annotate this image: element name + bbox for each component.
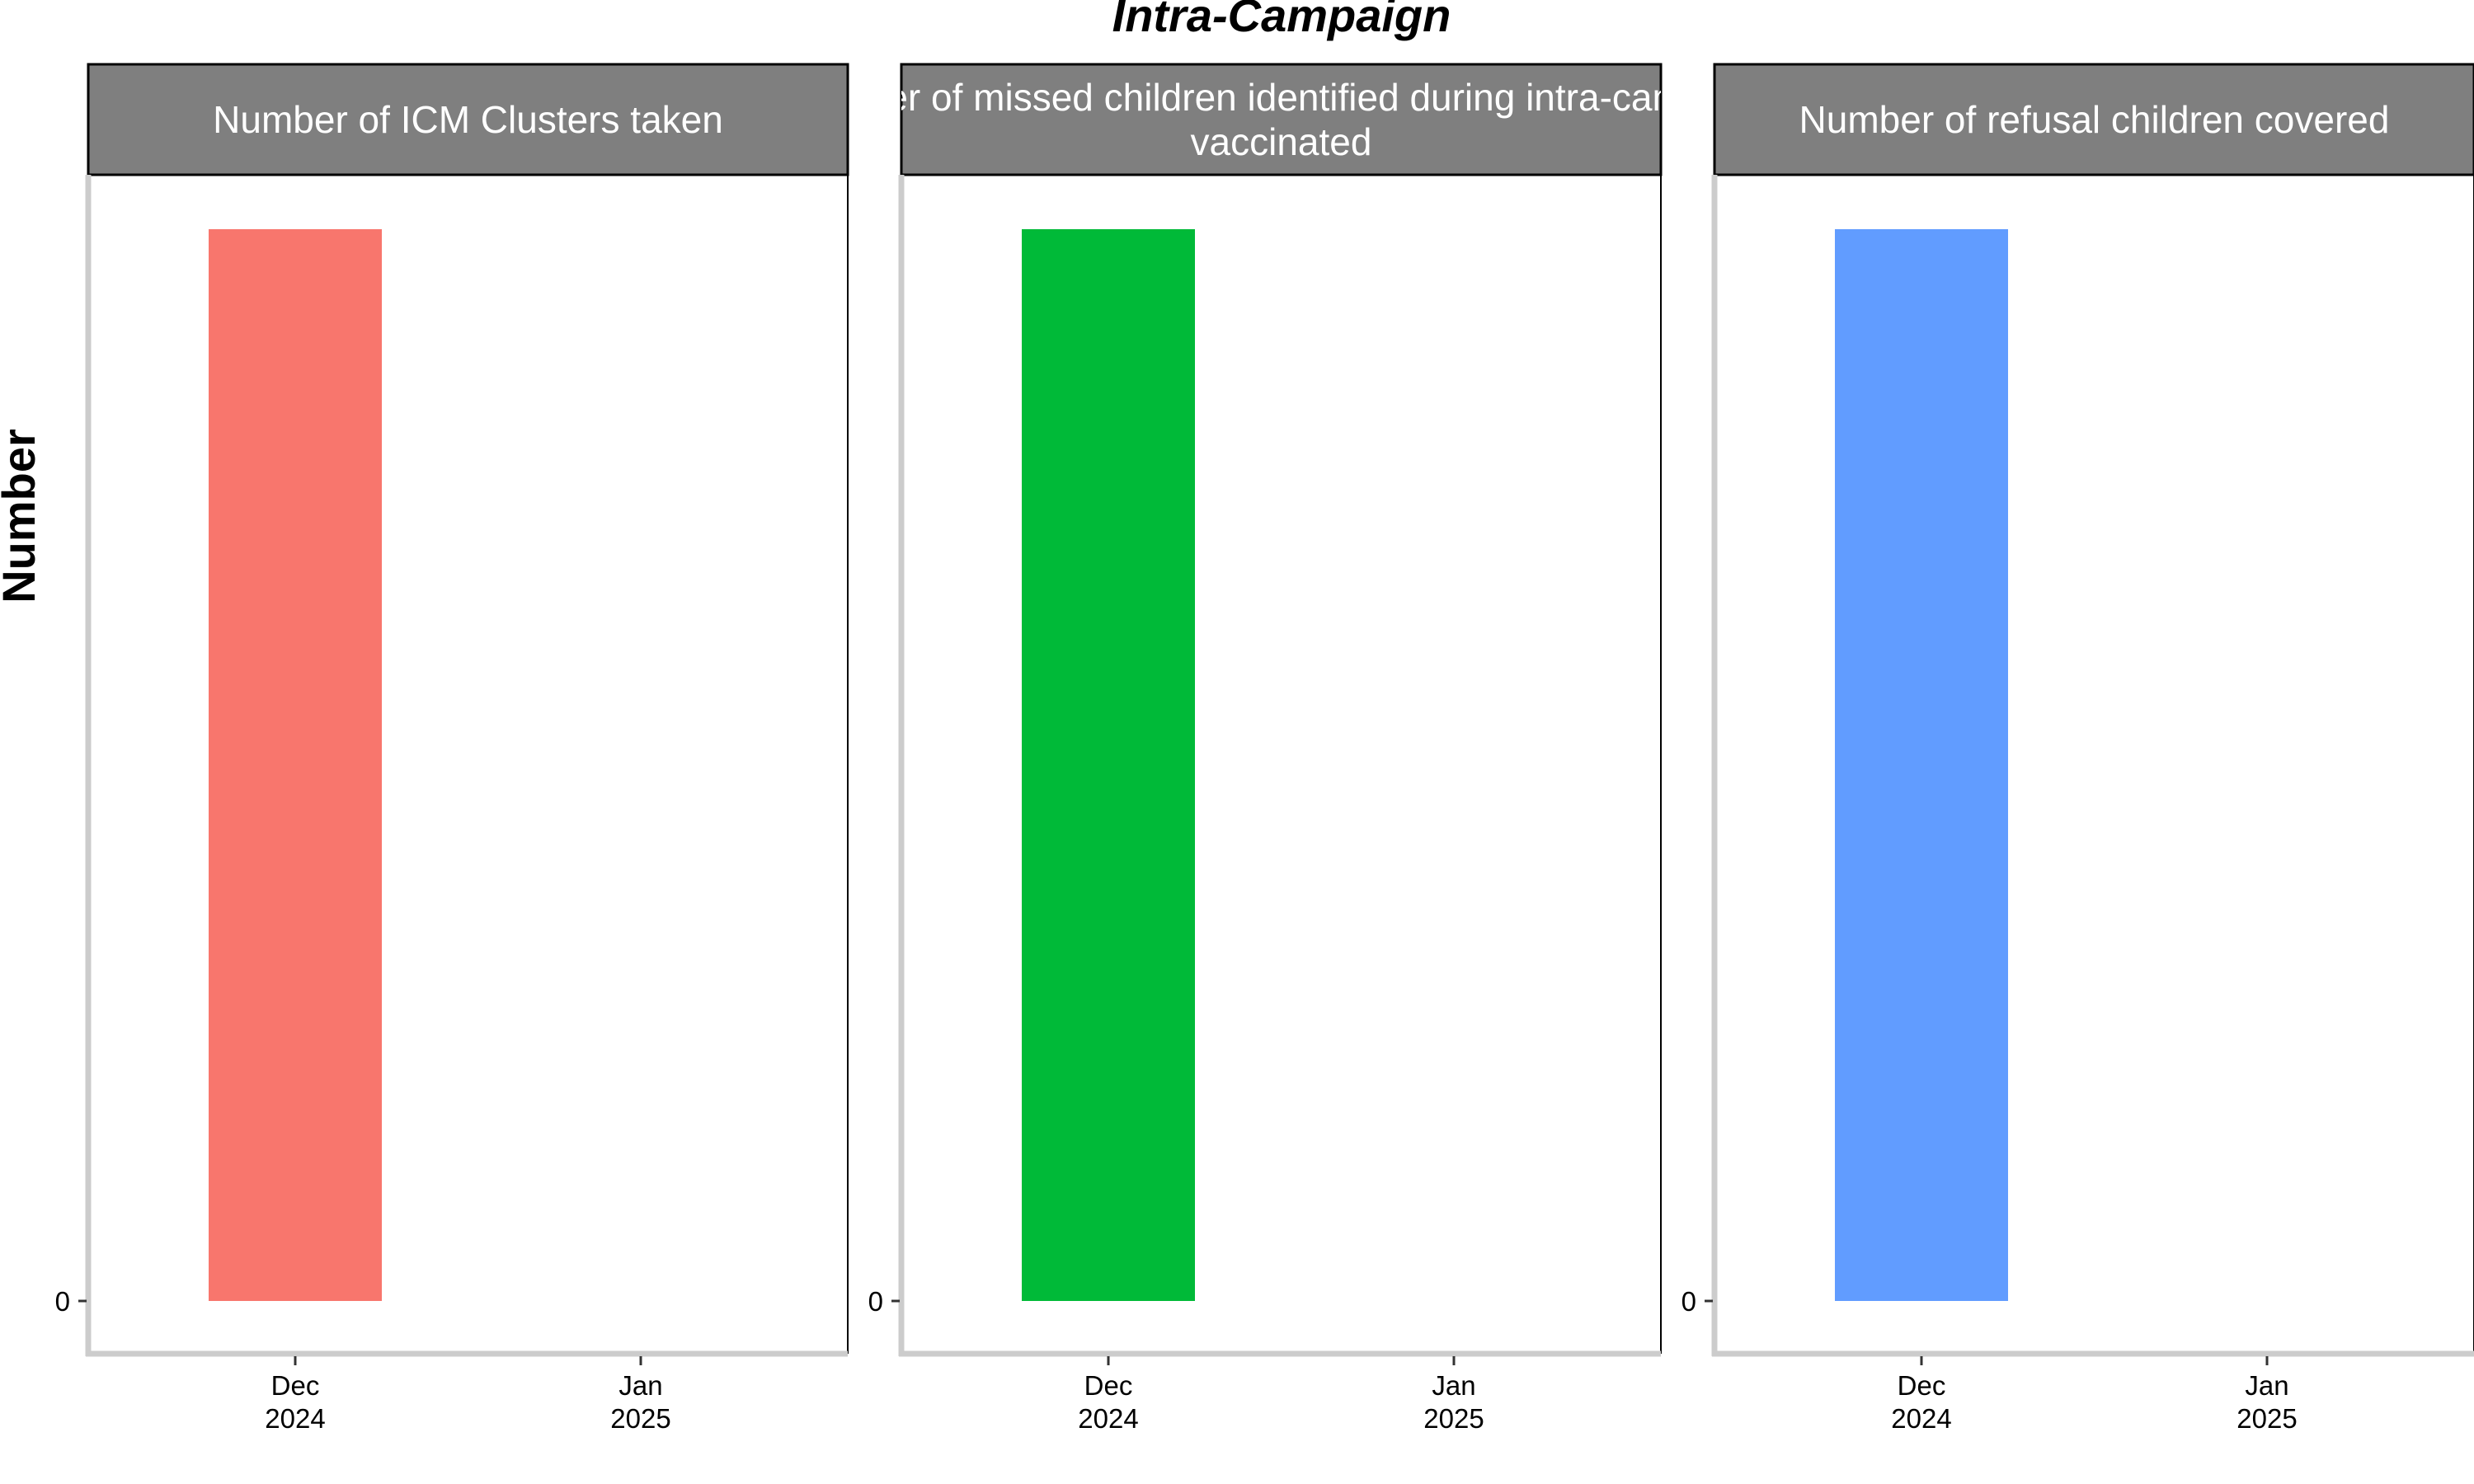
- x-tick-label-year: 2025: [2236, 1403, 2297, 1434]
- y-axis-label: Number: [0, 429, 45, 603]
- x-tick-label-month: Dec: [1898, 1370, 1946, 1401]
- x-tick-label-year: 2024: [1078, 1403, 1138, 1434]
- facet-panel: Number of refusal children covered0Dec20…: [1681, 63, 2474, 1434]
- facet-panels: Number of ICM Clusters taken0Dec2024Jan2…: [55, 63, 2474, 1434]
- x-tick-label-month: Jan: [1432, 1370, 1475, 1401]
- facet-strip-label: Number of ICM Clusters taken: [213, 98, 723, 141]
- x-tick-label-year: 2024: [1891, 1403, 1951, 1434]
- x-tick-label-year: 2024: [265, 1403, 325, 1434]
- bar: [1022, 229, 1195, 1301]
- facet-strip-label: Number of missed children identified dur…: [786, 76, 1777, 163]
- x-tick-label-month: Dec: [1084, 1370, 1133, 1401]
- y-tick-label: 0: [1681, 1286, 1696, 1317]
- facet-panel: Number of missed children identified dur…: [786, 63, 1777, 1434]
- bar: [209, 229, 382, 1301]
- chart-title: Intra-Campaign: [1112, 0, 1451, 41]
- bar: [1835, 229, 2008, 1301]
- facet-strip: [87, 63, 849, 176]
- x-tick-label-month: Jan: [2245, 1370, 2288, 1401]
- y-tick-label: 0: [868, 1286, 883, 1317]
- facet-strip: [900, 63, 1663, 176]
- facet-strip-text: vaccinated: [1191, 120, 1372, 163]
- x-tick-label-year: 2025: [610, 1403, 670, 1434]
- x-tick-label-year: 2025: [1423, 1403, 1484, 1434]
- facet-strip-label: Number of refusal children covered: [1799, 98, 2390, 141]
- facet-strip-text: Number of missed children identified dur…: [786, 76, 1777, 119]
- facet-strip-text: Number of refusal children covered: [1799, 98, 2390, 141]
- facet-strip-text: Number of ICM Clusters taken: [213, 98, 723, 141]
- x-tick-label-month: Jan: [618, 1370, 662, 1401]
- facet-strip: [1713, 63, 2474, 176]
- x-tick-label-month: Dec: [271, 1370, 320, 1401]
- y-tick-label: 0: [55, 1286, 70, 1317]
